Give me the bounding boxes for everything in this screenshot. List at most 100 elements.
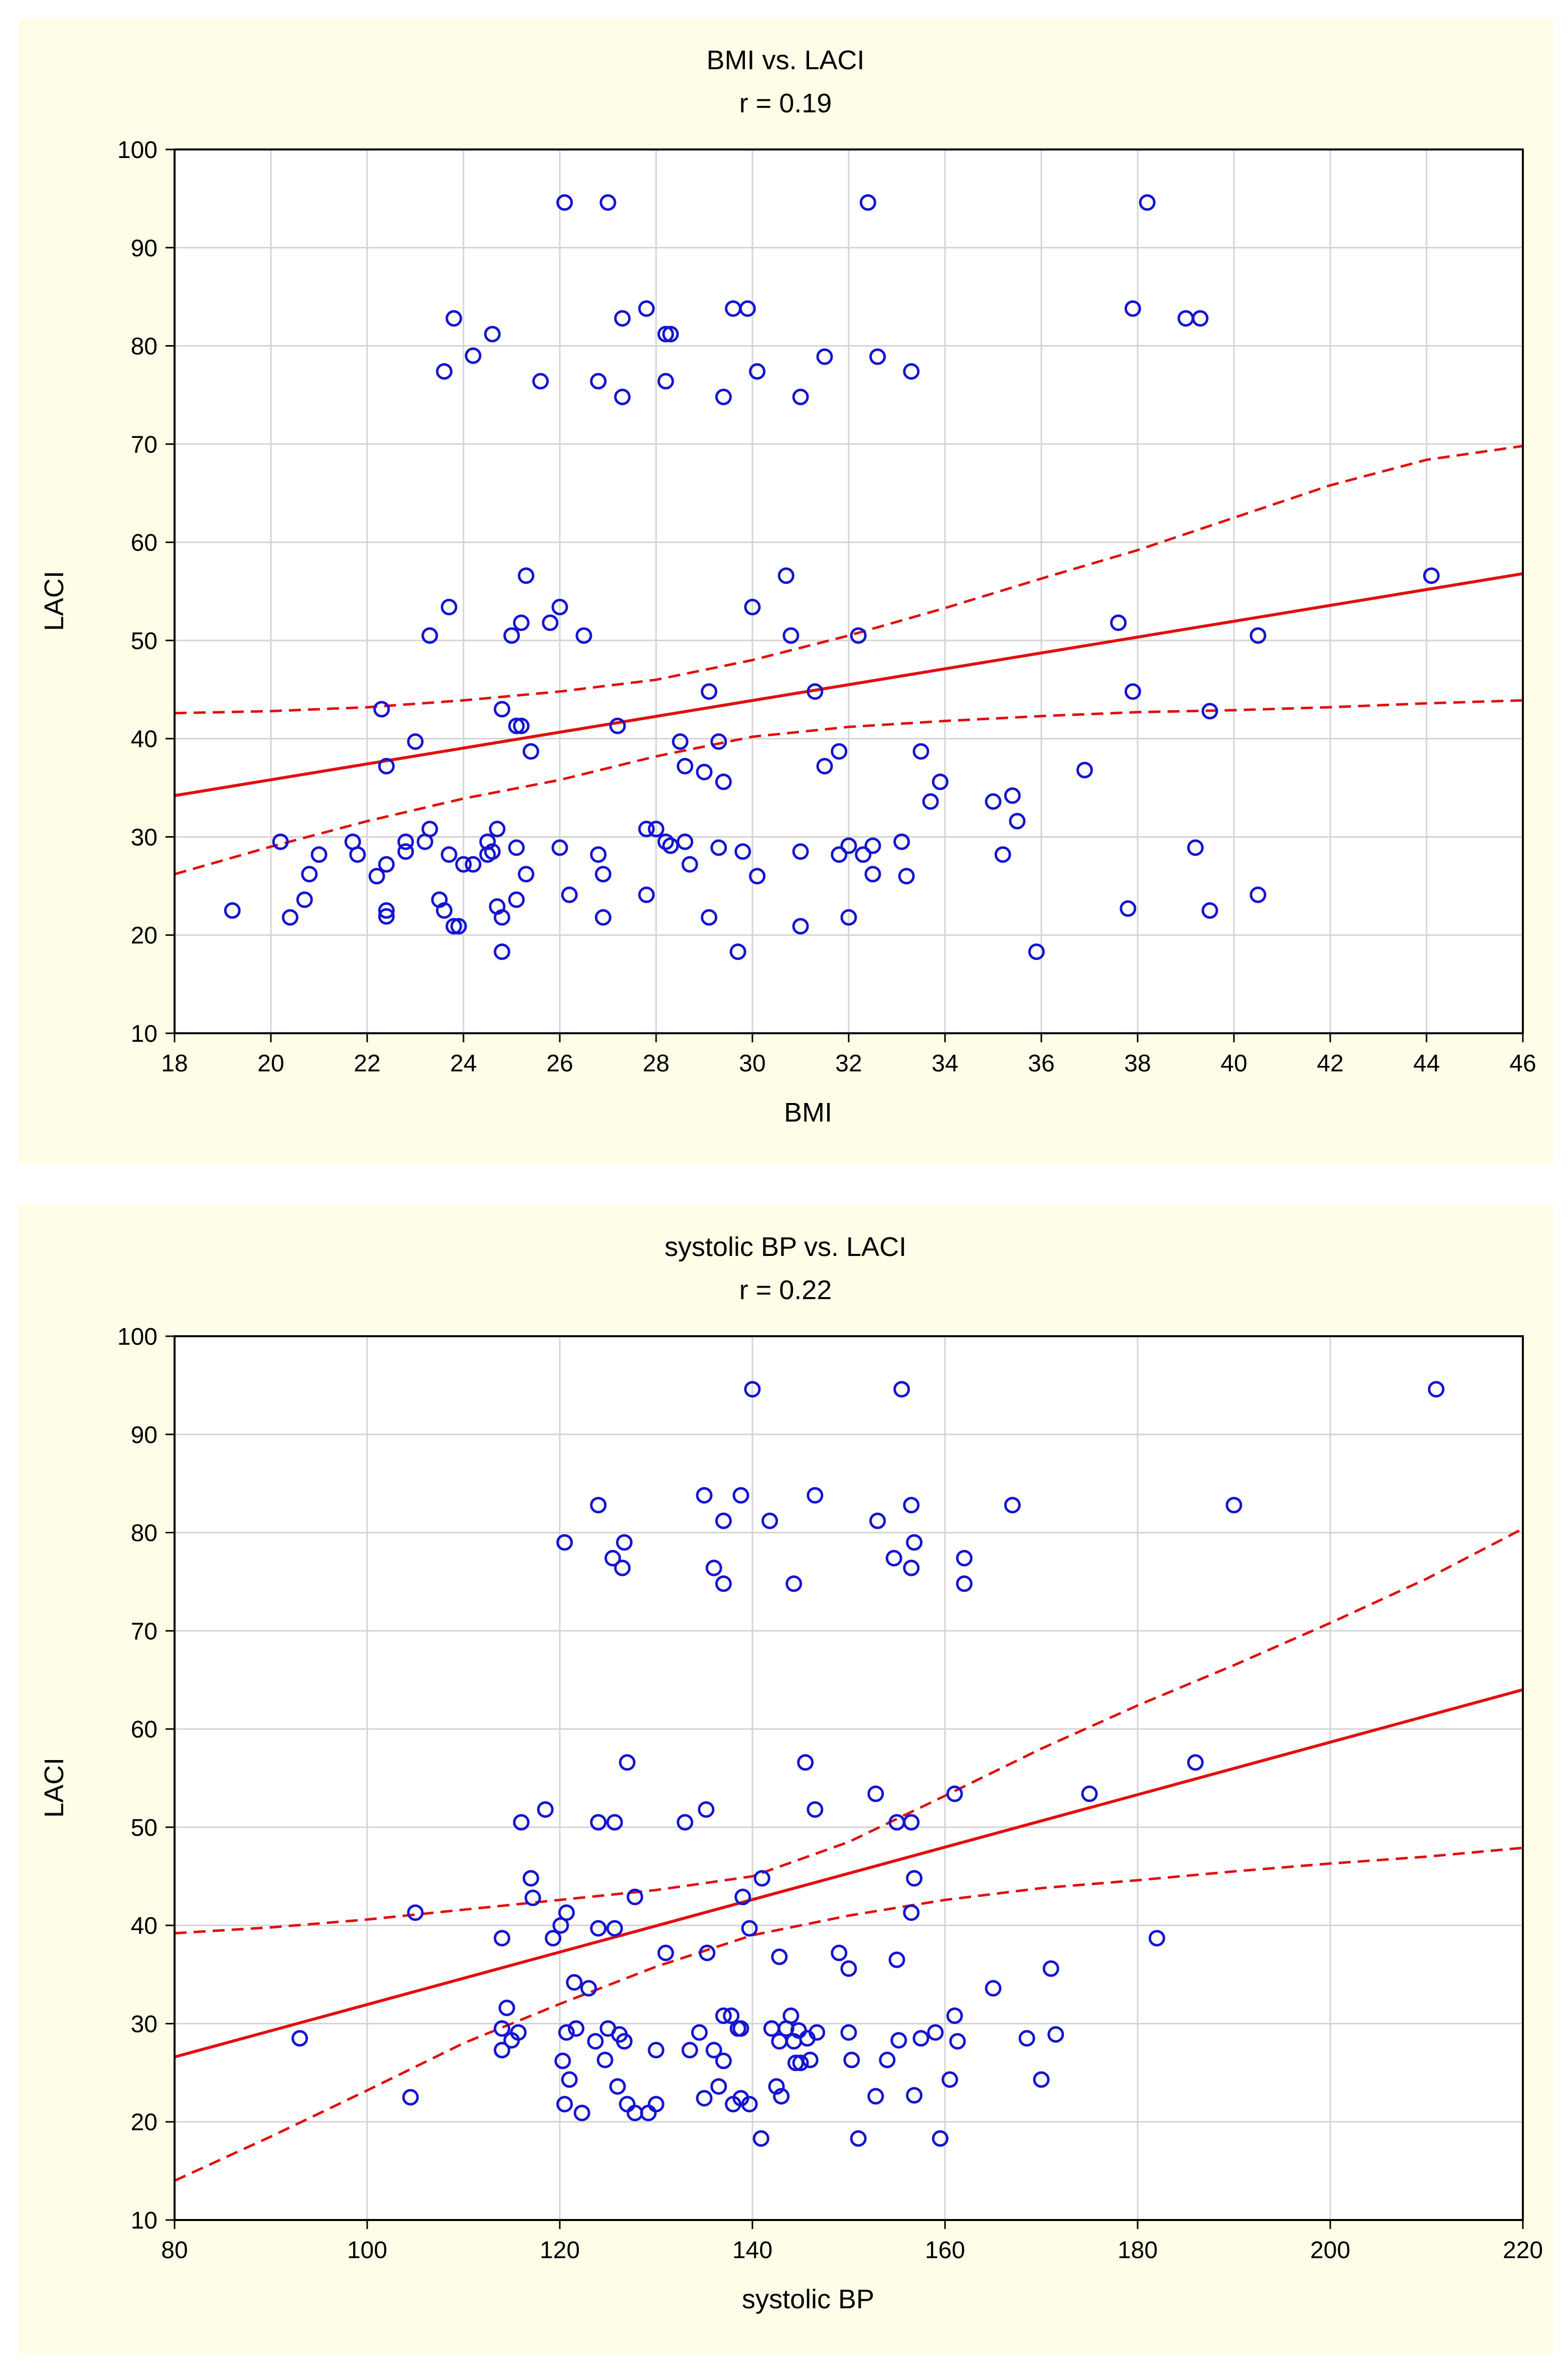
data-point xyxy=(445,310,462,327)
data-point xyxy=(556,1534,573,1551)
data-point xyxy=(885,1550,902,1566)
data-point xyxy=(927,2024,944,2041)
data-point xyxy=(864,837,881,854)
data-point xyxy=(855,846,872,863)
chart-title: systolic BP vs. LACI xyxy=(665,1232,906,1262)
data-point xyxy=(699,1945,716,1961)
data-point xyxy=(542,614,559,631)
data-point xyxy=(618,1754,636,1771)
data-point xyxy=(614,1559,631,1576)
x-tick-label: 44 xyxy=(1413,1050,1440,1077)
data-point xyxy=(792,388,809,405)
data-point xyxy=(749,363,766,380)
data-point xyxy=(662,326,679,343)
data-point xyxy=(397,843,414,860)
data-point xyxy=(807,1487,824,1504)
data-point xyxy=(648,821,665,838)
data-point xyxy=(705,2041,722,2059)
data-point xyxy=(715,388,732,405)
data-point xyxy=(378,856,395,873)
data-point xyxy=(840,909,857,926)
y-tick-label: 80 xyxy=(131,334,158,360)
data-point xyxy=(522,1870,539,1887)
data-point xyxy=(609,717,626,734)
y-tick-label: 20 xyxy=(131,2109,158,2136)
y-tick-label: 50 xyxy=(131,628,158,655)
y-tick-label: 70 xyxy=(131,1618,158,1645)
data-point xyxy=(1124,300,1141,317)
data-point xyxy=(912,2030,929,2047)
data-point xyxy=(931,773,949,790)
y-tick-label: 50 xyxy=(131,1815,158,1841)
data-point xyxy=(614,388,631,405)
y-tick-label: 30 xyxy=(131,824,158,851)
data-point xyxy=(893,1381,910,1398)
data-point xyxy=(893,833,910,850)
data-point xyxy=(807,1801,824,1818)
data-point xyxy=(729,943,746,960)
data-point xyxy=(224,902,241,919)
x-tick-label: 24 xyxy=(450,1050,477,1077)
x-tick-label: 32 xyxy=(835,1050,862,1077)
data-point xyxy=(672,733,689,750)
data-point xyxy=(503,627,520,644)
data-point xyxy=(903,1559,920,1576)
data-point xyxy=(840,2024,857,2041)
data-point xyxy=(508,839,525,856)
data-point xyxy=(450,918,467,935)
chart-title: BMI vs. LACI xyxy=(706,45,864,75)
x-tick-label: 34 xyxy=(931,1050,958,1077)
data-point xyxy=(985,1980,1002,1997)
data-point xyxy=(626,1888,644,1906)
data-point xyxy=(657,1945,674,1961)
data-point xyxy=(518,866,535,883)
data-point xyxy=(741,2096,758,2113)
data-point xyxy=(732,2020,749,2037)
data-point xyxy=(752,2130,769,2147)
x-tick-label: 30 xyxy=(739,1050,765,1077)
data-point xyxy=(349,846,366,863)
data-point xyxy=(494,2020,511,2037)
data-point xyxy=(609,2078,626,2095)
data-point xyxy=(946,2007,963,2024)
y-tick-label: 40 xyxy=(131,726,158,753)
data-point xyxy=(556,2096,573,2113)
data-point xyxy=(291,2030,308,2047)
data-point xyxy=(696,763,713,780)
x-tick-label: 36 xyxy=(1028,1050,1054,1077)
data-point xyxy=(1042,1960,1059,1977)
data-point xyxy=(715,2052,732,2070)
data-point xyxy=(281,909,298,926)
data-point xyxy=(903,1497,920,1514)
data-point xyxy=(782,627,800,644)
data-point xyxy=(484,326,501,343)
data-point xyxy=(368,868,385,885)
data-point xyxy=(1004,1497,1021,1514)
data-point xyxy=(1110,614,1127,631)
y-axis-label: LACI xyxy=(39,571,69,631)
data-point xyxy=(715,2007,732,2024)
systolic-bp-vs-laci-chart: systolic BP vs. LACI r = 0.22 systolic B… xyxy=(39,1232,1543,2314)
data-point xyxy=(638,300,655,317)
data-point xyxy=(797,1754,814,1771)
regression-line xyxy=(175,572,1523,798)
data-point xyxy=(701,909,718,926)
data-point xyxy=(402,2089,419,2106)
data-point xyxy=(906,1870,923,1887)
data-point xyxy=(494,2041,511,2059)
data-point xyxy=(590,1920,607,1937)
y-tick-label: 10 xyxy=(131,1021,158,1047)
data-point xyxy=(696,1487,713,1504)
data-point xyxy=(537,1801,554,1818)
data-point xyxy=(1076,761,1093,778)
x-tick-label: 100 xyxy=(347,2237,387,2264)
ci-lower-line xyxy=(175,1846,1523,2182)
data-point xyxy=(786,1575,803,1592)
data-point xyxy=(498,1999,515,2016)
data-point xyxy=(903,1814,920,1831)
data-point xyxy=(1192,310,1209,327)
plot-frame xyxy=(174,148,1524,1034)
data-point xyxy=(777,567,795,584)
data-point xyxy=(440,846,457,863)
data-point xyxy=(773,2088,790,2105)
